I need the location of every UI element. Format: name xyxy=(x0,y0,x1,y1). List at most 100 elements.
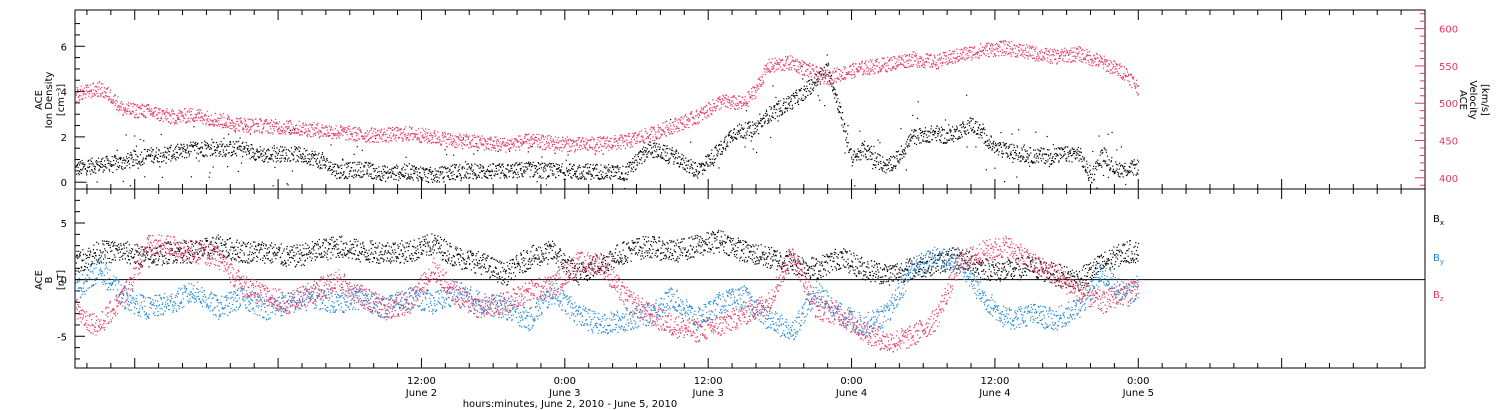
data-point xyxy=(472,138,474,140)
data-point xyxy=(879,142,881,144)
data-point xyxy=(494,175,496,177)
data-point xyxy=(433,177,435,179)
data-point xyxy=(428,140,430,142)
data-point xyxy=(158,148,160,151)
data-point xyxy=(616,171,618,174)
data-point xyxy=(238,140,240,142)
data-point xyxy=(227,166,229,168)
data-point xyxy=(251,119,253,121)
data-point xyxy=(113,156,115,158)
data-point xyxy=(667,162,669,165)
data-point xyxy=(147,104,149,106)
data-point xyxy=(215,120,217,122)
data-point xyxy=(368,163,371,165)
data-point xyxy=(392,167,395,169)
data-point xyxy=(1005,142,1007,145)
data-point xyxy=(683,162,686,164)
data-point xyxy=(652,136,654,138)
data-point xyxy=(459,134,461,137)
data-point xyxy=(1104,162,1106,164)
data-point xyxy=(690,163,692,165)
data-point xyxy=(346,130,348,132)
data-point xyxy=(535,171,537,173)
data-point xyxy=(540,138,542,140)
data-point xyxy=(524,137,526,139)
data-point xyxy=(600,143,602,145)
data-point xyxy=(164,117,166,119)
data-point xyxy=(707,114,709,116)
data-point xyxy=(652,127,654,129)
data-point xyxy=(995,150,997,152)
data-point xyxy=(555,146,557,148)
data-point xyxy=(629,164,631,166)
data-point xyxy=(853,151,855,153)
data-point xyxy=(961,136,963,138)
data-point xyxy=(293,158,295,160)
data-point xyxy=(788,97,790,100)
data-point xyxy=(694,123,696,125)
data-point xyxy=(661,157,663,160)
data-point xyxy=(1137,173,1139,175)
data-point xyxy=(647,136,649,138)
data-point xyxy=(663,149,665,151)
data-point xyxy=(935,127,937,130)
data-point xyxy=(489,138,491,141)
data-point xyxy=(917,135,919,137)
data-point xyxy=(254,159,257,161)
data-point xyxy=(448,170,450,173)
data-point xyxy=(130,103,133,105)
data-point xyxy=(267,132,269,134)
data-point xyxy=(227,114,229,116)
data-point xyxy=(314,151,316,153)
data-point xyxy=(575,141,577,143)
data-point xyxy=(395,174,397,177)
data-point xyxy=(763,68,766,70)
data-point xyxy=(834,92,836,94)
data-point xyxy=(247,150,249,152)
data-point xyxy=(561,163,563,165)
data-point xyxy=(166,152,168,154)
data-point xyxy=(648,135,650,137)
data-point xyxy=(1028,154,1030,157)
data-point xyxy=(637,140,639,142)
data-point xyxy=(715,108,717,110)
data-point xyxy=(681,158,683,160)
data-point xyxy=(77,166,79,169)
data-point xyxy=(176,145,178,147)
data-point xyxy=(860,159,862,161)
data-point xyxy=(677,162,679,164)
data-point xyxy=(1101,149,1103,151)
data-point xyxy=(490,136,492,138)
data-point xyxy=(654,131,657,133)
data-point xyxy=(613,166,615,168)
data-point xyxy=(1088,177,1090,179)
data-point xyxy=(587,163,589,165)
data-point xyxy=(648,144,650,146)
data-point xyxy=(403,176,405,178)
data-point xyxy=(127,153,129,155)
data-point xyxy=(543,171,545,173)
data-point xyxy=(89,166,91,168)
data-point xyxy=(710,152,712,155)
data-point xyxy=(648,137,650,139)
data-point xyxy=(835,93,837,95)
data-point xyxy=(630,167,633,169)
data-point xyxy=(102,83,104,85)
data-point xyxy=(540,136,543,138)
data-point xyxy=(151,160,153,162)
data-point xyxy=(513,165,515,167)
data-point xyxy=(971,129,973,131)
data-point xyxy=(395,140,397,142)
data-point xyxy=(1057,147,1059,149)
data-point xyxy=(256,150,258,152)
data-point xyxy=(1024,149,1026,151)
data-point xyxy=(473,145,475,147)
data-point xyxy=(1087,174,1089,176)
data-point xyxy=(518,176,520,178)
data-point xyxy=(786,67,788,69)
data-point xyxy=(174,148,176,150)
data-point xyxy=(737,104,739,107)
data-point xyxy=(265,130,267,132)
data-point xyxy=(748,121,750,123)
data-point xyxy=(182,147,185,149)
